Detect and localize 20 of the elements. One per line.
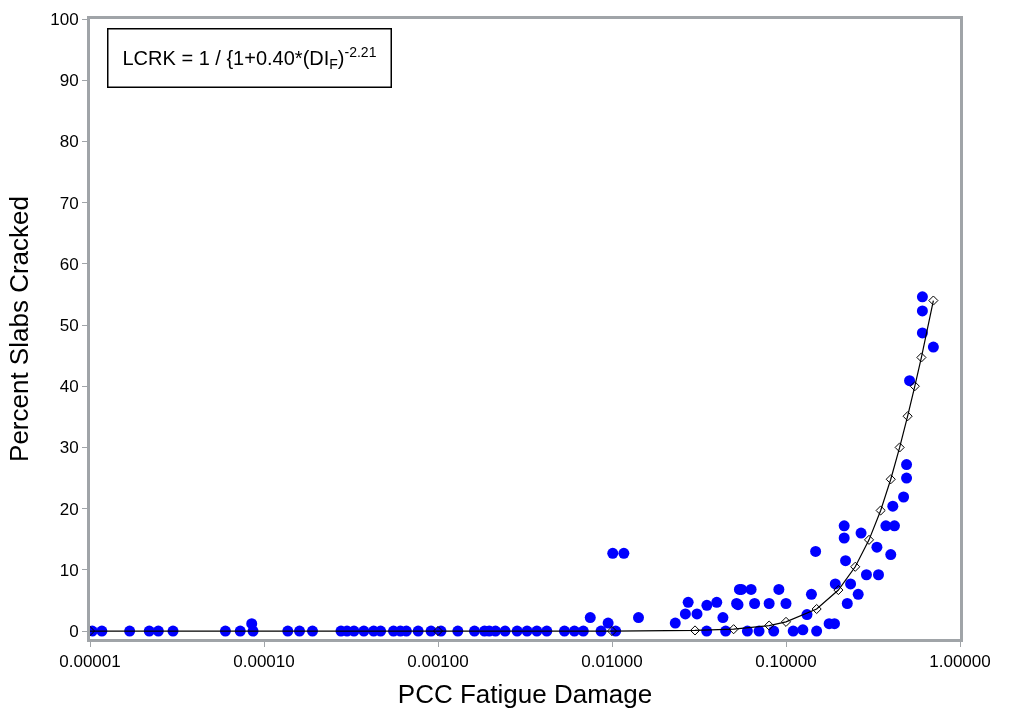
x-tick-label: 0.10000 bbox=[755, 652, 817, 672]
annotation: LCRK = 1 / {1+0.40*(DI$_{F}$)$^{-2.21}$ bbox=[122, 43, 377, 73]
y-tick-label: 80 bbox=[59, 132, 79, 152]
y-tick-label: 50 bbox=[59, 315, 79, 335]
x-tick-label: 0.01000 bbox=[581, 652, 643, 672]
y-tick-label: 70 bbox=[59, 193, 79, 213]
y-tick-label: 10 bbox=[59, 560, 79, 580]
x-tick-label: 0.00001 bbox=[59, 652, 121, 672]
y-tick-label: 100 bbox=[50, 9, 79, 29]
y-tick-label: 30 bbox=[59, 438, 79, 458]
x-tick-label: 1.00000 bbox=[929, 652, 991, 672]
y-axis-title: Percent Slabs Cracked bbox=[3, 196, 34, 462]
y-tick-label: 60 bbox=[59, 254, 79, 274]
y-tick-label: 40 bbox=[59, 377, 79, 397]
x-tick-label: 0.00010 bbox=[233, 652, 295, 672]
x-axis-title: PCC Fatigue Damage bbox=[397, 679, 653, 710]
x-tick-label: 0.00100 bbox=[407, 652, 469, 672]
y-tick-label: 0 bbox=[69, 621, 79, 641]
y-tick-label: 20 bbox=[59, 499, 79, 519]
y-tick-label: 90 bbox=[59, 71, 79, 91]
